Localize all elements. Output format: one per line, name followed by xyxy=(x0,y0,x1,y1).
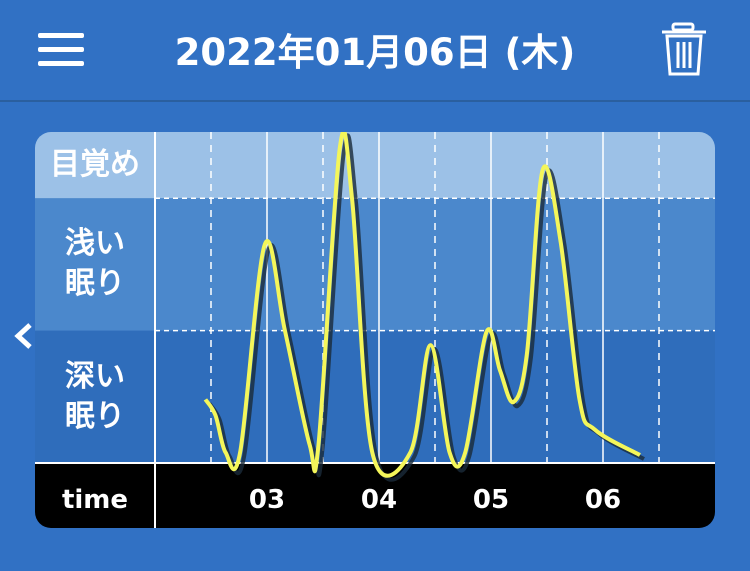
band xyxy=(35,198,715,331)
back-arrow[interactable] xyxy=(14,323,32,349)
y-tick-label: 深い 眠り xyxy=(65,358,125,434)
x-tick-label: 05 xyxy=(473,485,509,515)
x-tick-label: 04 xyxy=(361,485,397,515)
x-tick-label: 06 xyxy=(585,485,621,515)
x-tick-label: 03 xyxy=(249,485,285,515)
y-tick-label: 目覚め xyxy=(50,147,140,183)
y-tick-label: 浅い 眠り xyxy=(65,226,125,302)
sleep-line xyxy=(203,132,641,478)
chart-card: time 03 04 05 06 xyxy=(35,132,715,528)
x-axis-bar xyxy=(35,463,715,528)
band xyxy=(35,132,715,199)
x-axis-label: time xyxy=(62,485,128,515)
menu-button[interactable] xyxy=(38,33,84,66)
date-title: 2022年01月06日 (木) xyxy=(174,31,576,74)
delete-button[interactable] xyxy=(662,22,706,76)
